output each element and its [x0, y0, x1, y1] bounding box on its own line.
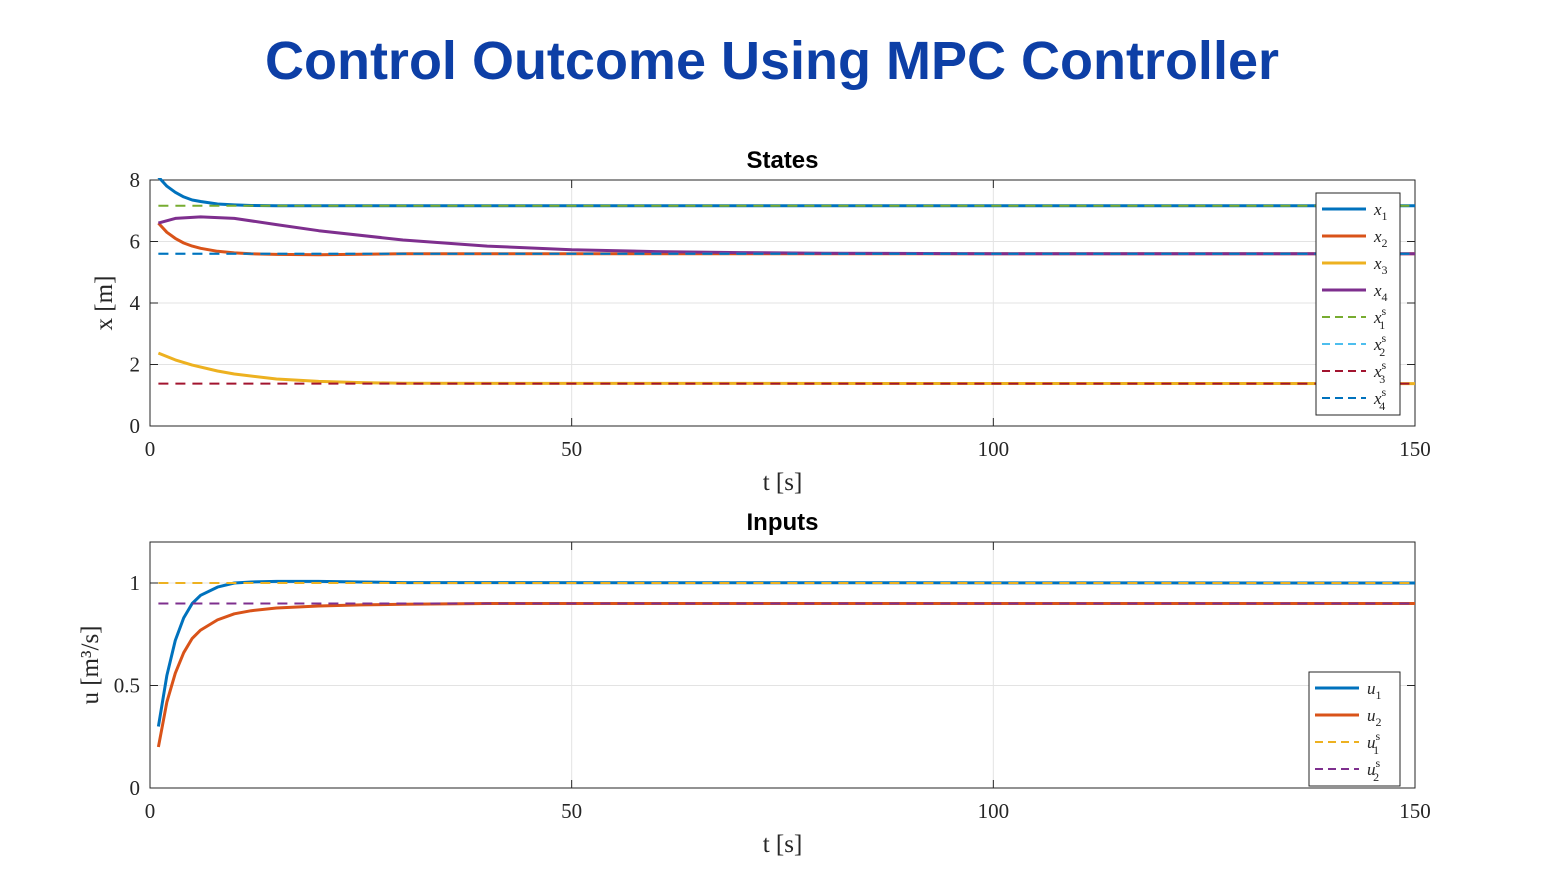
- x-axis-label: t [s]: [763, 831, 803, 858]
- x-tick-label: 0: [145, 799, 156, 823]
- y-tick-label: 4: [130, 291, 141, 315]
- y-tick-label: 1: [130, 571, 141, 595]
- legend-entry: us 1: [1367, 729, 1381, 757]
- legend-entry: xs 4: [1373, 385, 1387, 413]
- x-tick-label: 50: [561, 799, 582, 823]
- series-line-x4: [157, 215, 1415, 256]
- x-tick-label: 100: [978, 437, 1010, 461]
- series-line-u1: [156, 579, 1415, 727]
- legend-box: [1308, 671, 1401, 787]
- x-tick-label: 150: [1399, 437, 1431, 461]
- axes-box: [149, 541, 1416, 789]
- states-chart: States 0 50 100 150 0 2 4 6 8 t [s] x [m] x1x2x3x4xs…: [91, 147, 1431, 496]
- y-tick-label: 0: [130, 414, 141, 438]
- y-tick-label: 8: [130, 168, 141, 192]
- y-tick-label: 6: [130, 230, 141, 254]
- page-title: Control Outcome Using MPC Controller: [264, 31, 1279, 91]
- legend-entry: xs 1: [1373, 304, 1387, 332]
- x-tick-label: 0: [145, 437, 156, 461]
- series-line-x1: [157, 178, 1415, 208]
- x-tick-label: 50: [561, 437, 582, 461]
- chart-title: States: [746, 147, 818, 174]
- series-line-x2: [157, 222, 1415, 257]
- series-line-x3: [157, 351, 1415, 386]
- chart-title: Inputs: [747, 509, 819, 536]
- legend-entry: xs 3: [1373, 358, 1387, 386]
- legend-entry: xs 2: [1373, 331, 1387, 359]
- legend-entry: us 2: [1367, 756, 1381, 784]
- y-axis-label: x [m]: [91, 276, 118, 331]
- x-tick-label: 150: [1399, 799, 1431, 823]
- y-tick-label: 0: [130, 776, 141, 800]
- legend-box: [1315, 192, 1401, 416]
- x-axis-label: t [s]: [763, 469, 803, 496]
- axes-box: [149, 179, 1416, 427]
- y-axis-label: u [m³/s]: [77, 625, 104, 704]
- x-tick-label: 100: [978, 799, 1010, 823]
- y-tick-label: 0.5: [114, 674, 140, 698]
- y-tick-label: 2: [130, 353, 141, 377]
- series-line-u2: [156, 602, 1415, 748]
